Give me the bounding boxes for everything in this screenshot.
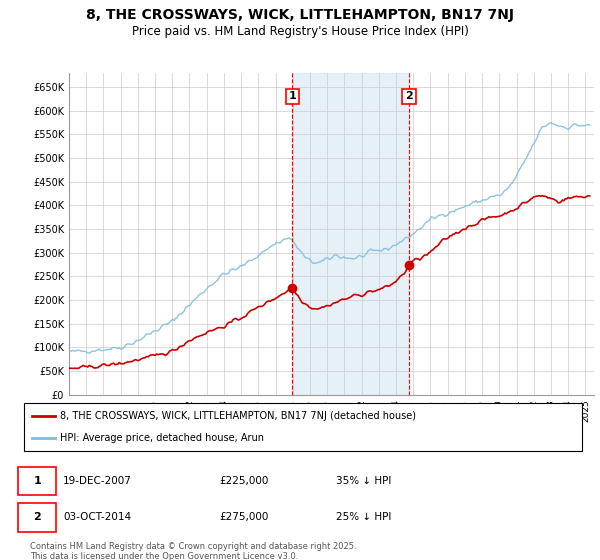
Text: 1: 1 xyxy=(34,476,41,486)
Text: 1: 1 xyxy=(289,91,296,101)
FancyBboxPatch shape xyxy=(19,503,56,531)
Text: 2: 2 xyxy=(405,91,413,101)
Text: £225,000: £225,000 xyxy=(220,476,269,486)
Text: 19-DEC-2007: 19-DEC-2007 xyxy=(63,476,132,486)
FancyBboxPatch shape xyxy=(19,467,56,496)
Text: Contains HM Land Registry data © Crown copyright and database right 2025.
This d: Contains HM Land Registry data © Crown c… xyxy=(29,542,356,560)
Text: HPI: Average price, detached house, Arun: HPI: Average price, detached house, Arun xyxy=(60,433,264,443)
FancyBboxPatch shape xyxy=(24,403,582,451)
Text: 35% ↓ HPI: 35% ↓ HPI xyxy=(337,476,392,486)
Text: 2: 2 xyxy=(34,512,41,522)
Text: 25% ↓ HPI: 25% ↓ HPI xyxy=(337,512,392,522)
Text: £275,000: £275,000 xyxy=(220,512,269,522)
Text: 8, THE CROSSWAYS, WICK, LITTLEHAMPTON, BN17 7NJ (detached house): 8, THE CROSSWAYS, WICK, LITTLEHAMPTON, B… xyxy=(60,411,416,421)
Text: 03-OCT-2014: 03-OCT-2014 xyxy=(63,512,131,522)
Text: 8, THE CROSSWAYS, WICK, LITTLEHAMPTON, BN17 7NJ: 8, THE CROSSWAYS, WICK, LITTLEHAMPTON, B… xyxy=(86,8,514,22)
Text: Price paid vs. HM Land Registry's House Price Index (HPI): Price paid vs. HM Land Registry's House … xyxy=(131,25,469,38)
Bar xyxy=(292,73,409,395)
